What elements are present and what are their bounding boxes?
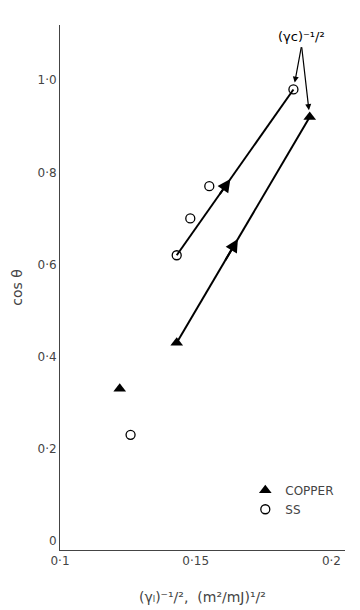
svg-text:0: 0 [49,534,57,548]
svg-text:0·1: 0·1 [50,554,69,568]
svg-text:0·2: 0·2 [38,442,57,456]
svg-text:0·8: 0·8 [38,166,57,180]
svg-text:0·2: 0·2 [322,554,341,568]
svg-text:(γₗ)⁻¹/², (m²/mJ)¹/²: (γₗ)⁻¹/², (m²/mJ)¹/² [139,589,266,605]
svg-text:cos θ: cos θ [9,269,25,306]
svg-text:COPPER: COPPER [285,484,333,498]
svg-text:SS: SS [285,503,300,517]
svg-text:0·6: 0·6 [38,258,57,272]
svg-text:(γᴄ)⁻¹/²: (γᴄ)⁻¹/² [278,29,325,44]
svg-text:1·0: 1·0 [38,73,57,87]
svg-text:0·15: 0·15 [182,554,209,568]
svg-text:0·4: 0·4 [38,350,57,364]
